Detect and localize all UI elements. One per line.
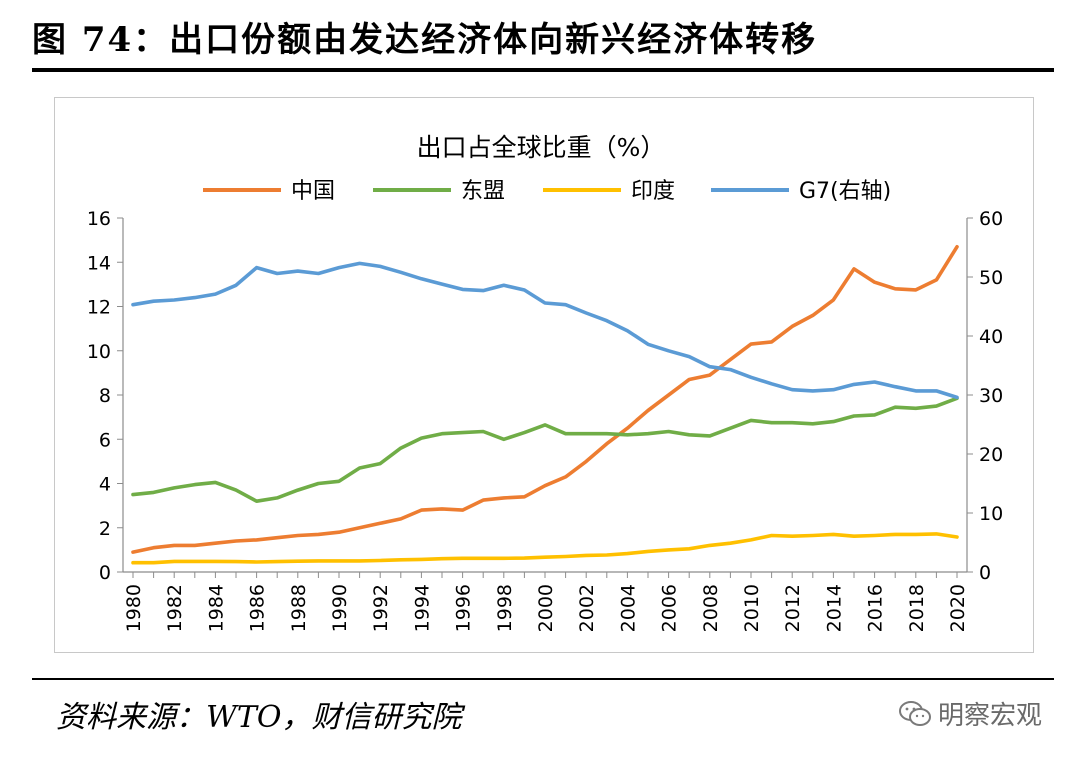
- chart-legend: 中国 东盟 印度 G7(右轴): [203, 179, 891, 204]
- legend-label-2: 印度: [631, 179, 675, 204]
- x-tick-label: 2002: [576, 584, 598, 632]
- series-line-1: [131, 396, 959, 504]
- y-left-tick-label: 0: [99, 562, 111, 584]
- y-right-tick-label: 10: [979, 503, 1003, 525]
- x-tick-label: 2000: [535, 584, 557, 632]
- wechat-icon: [899, 700, 931, 726]
- chart-frame: 出口占全球比重（%） 中国 东盟 印度 G7(右轴) 0 2 4 6 8 10 12 14 16 0 10…: [54, 97, 1034, 653]
- x-tick-label: 1996: [453, 584, 475, 632]
- chart-series: [131, 245, 959, 565]
- x-tick-label: 2016: [865, 584, 887, 632]
- x-tick-label: 2012: [782, 584, 804, 632]
- y-right-tick-label: 20: [979, 444, 1003, 466]
- y-left-tick-label: 10: [87, 341, 111, 363]
- x-tick-label: 1986: [247, 584, 269, 632]
- y-left-tick-label: 6: [99, 429, 111, 451]
- x-tick-label: 2010: [741, 584, 763, 632]
- title-rule: [32, 68, 1054, 72]
- y-left-tick-label: 14: [87, 252, 111, 274]
- x-tick-label: 1992: [370, 584, 392, 632]
- y-left-tick-label: 8: [99, 385, 111, 407]
- watermark-label: 明察宏观: [938, 701, 1043, 731]
- y-left-tick-label: 2: [99, 518, 111, 540]
- x-tick-label: 1980: [123, 584, 145, 632]
- y-right-tick-label: 50: [979, 267, 1003, 289]
- source-note: 资料来源：WTO，财信研究院: [56, 700, 462, 735]
- legend-label-3: G7(右轴): [799, 179, 891, 204]
- line-chart: 出口占全球比重（%） 中国 东盟 印度 G7(右轴) 0 2 4 6 8 10 12 14 16 0 10…: [87, 133, 1003, 632]
- y-right-tick-label: 0: [979, 562, 991, 584]
- y-left-tick-label: 12: [87, 297, 111, 319]
- watermark: 明察宏观: [898, 695, 1042, 732]
- series-line-2: [131, 532, 959, 565]
- x-tick-label: 2006: [659, 584, 681, 632]
- y-right-tick-label: 40: [979, 326, 1003, 348]
- x-tick-label: 1982: [164, 584, 186, 632]
- y-left-tick-label: 16: [87, 208, 111, 230]
- legend-label-0: 中国: [291, 179, 335, 204]
- chart-axes: 0 2 4 6 8 10 12 14 16 0 10 20 30 40 50 60 1980 1982 1984 19…: [87, 208, 1003, 632]
- x-tick-label: 1988: [288, 584, 310, 632]
- x-tick-label: 2014: [823, 584, 845, 632]
- legend-label-1: 东盟: [461, 179, 505, 204]
- x-tick-label: 1984: [205, 584, 227, 632]
- x-tick-label: 2018: [906, 584, 928, 632]
- figure-title: 图 74：出口份额由发达经济体向新兴经济体转移: [32, 20, 818, 60]
- x-tick-label: 2004: [617, 584, 639, 632]
- x-tick-label: 1994: [411, 584, 433, 632]
- source-rule: [32, 678, 1054, 680]
- x-tick-label: 1990: [329, 584, 351, 632]
- chart-title: 出口占全球比重（%）: [417, 133, 666, 162]
- y-right-tick-label: 30: [979, 385, 1003, 407]
- y-right-tick-label: 60: [979, 208, 1003, 230]
- x-tick-label: 2008: [700, 584, 722, 632]
- series-line-0: [131, 245, 959, 554]
- y-left-tick-label: 4: [99, 474, 111, 496]
- x-tick-label: 1998: [494, 584, 516, 632]
- series-line-3: [131, 261, 959, 400]
- x-tick-label: 2020: [947, 584, 969, 632]
